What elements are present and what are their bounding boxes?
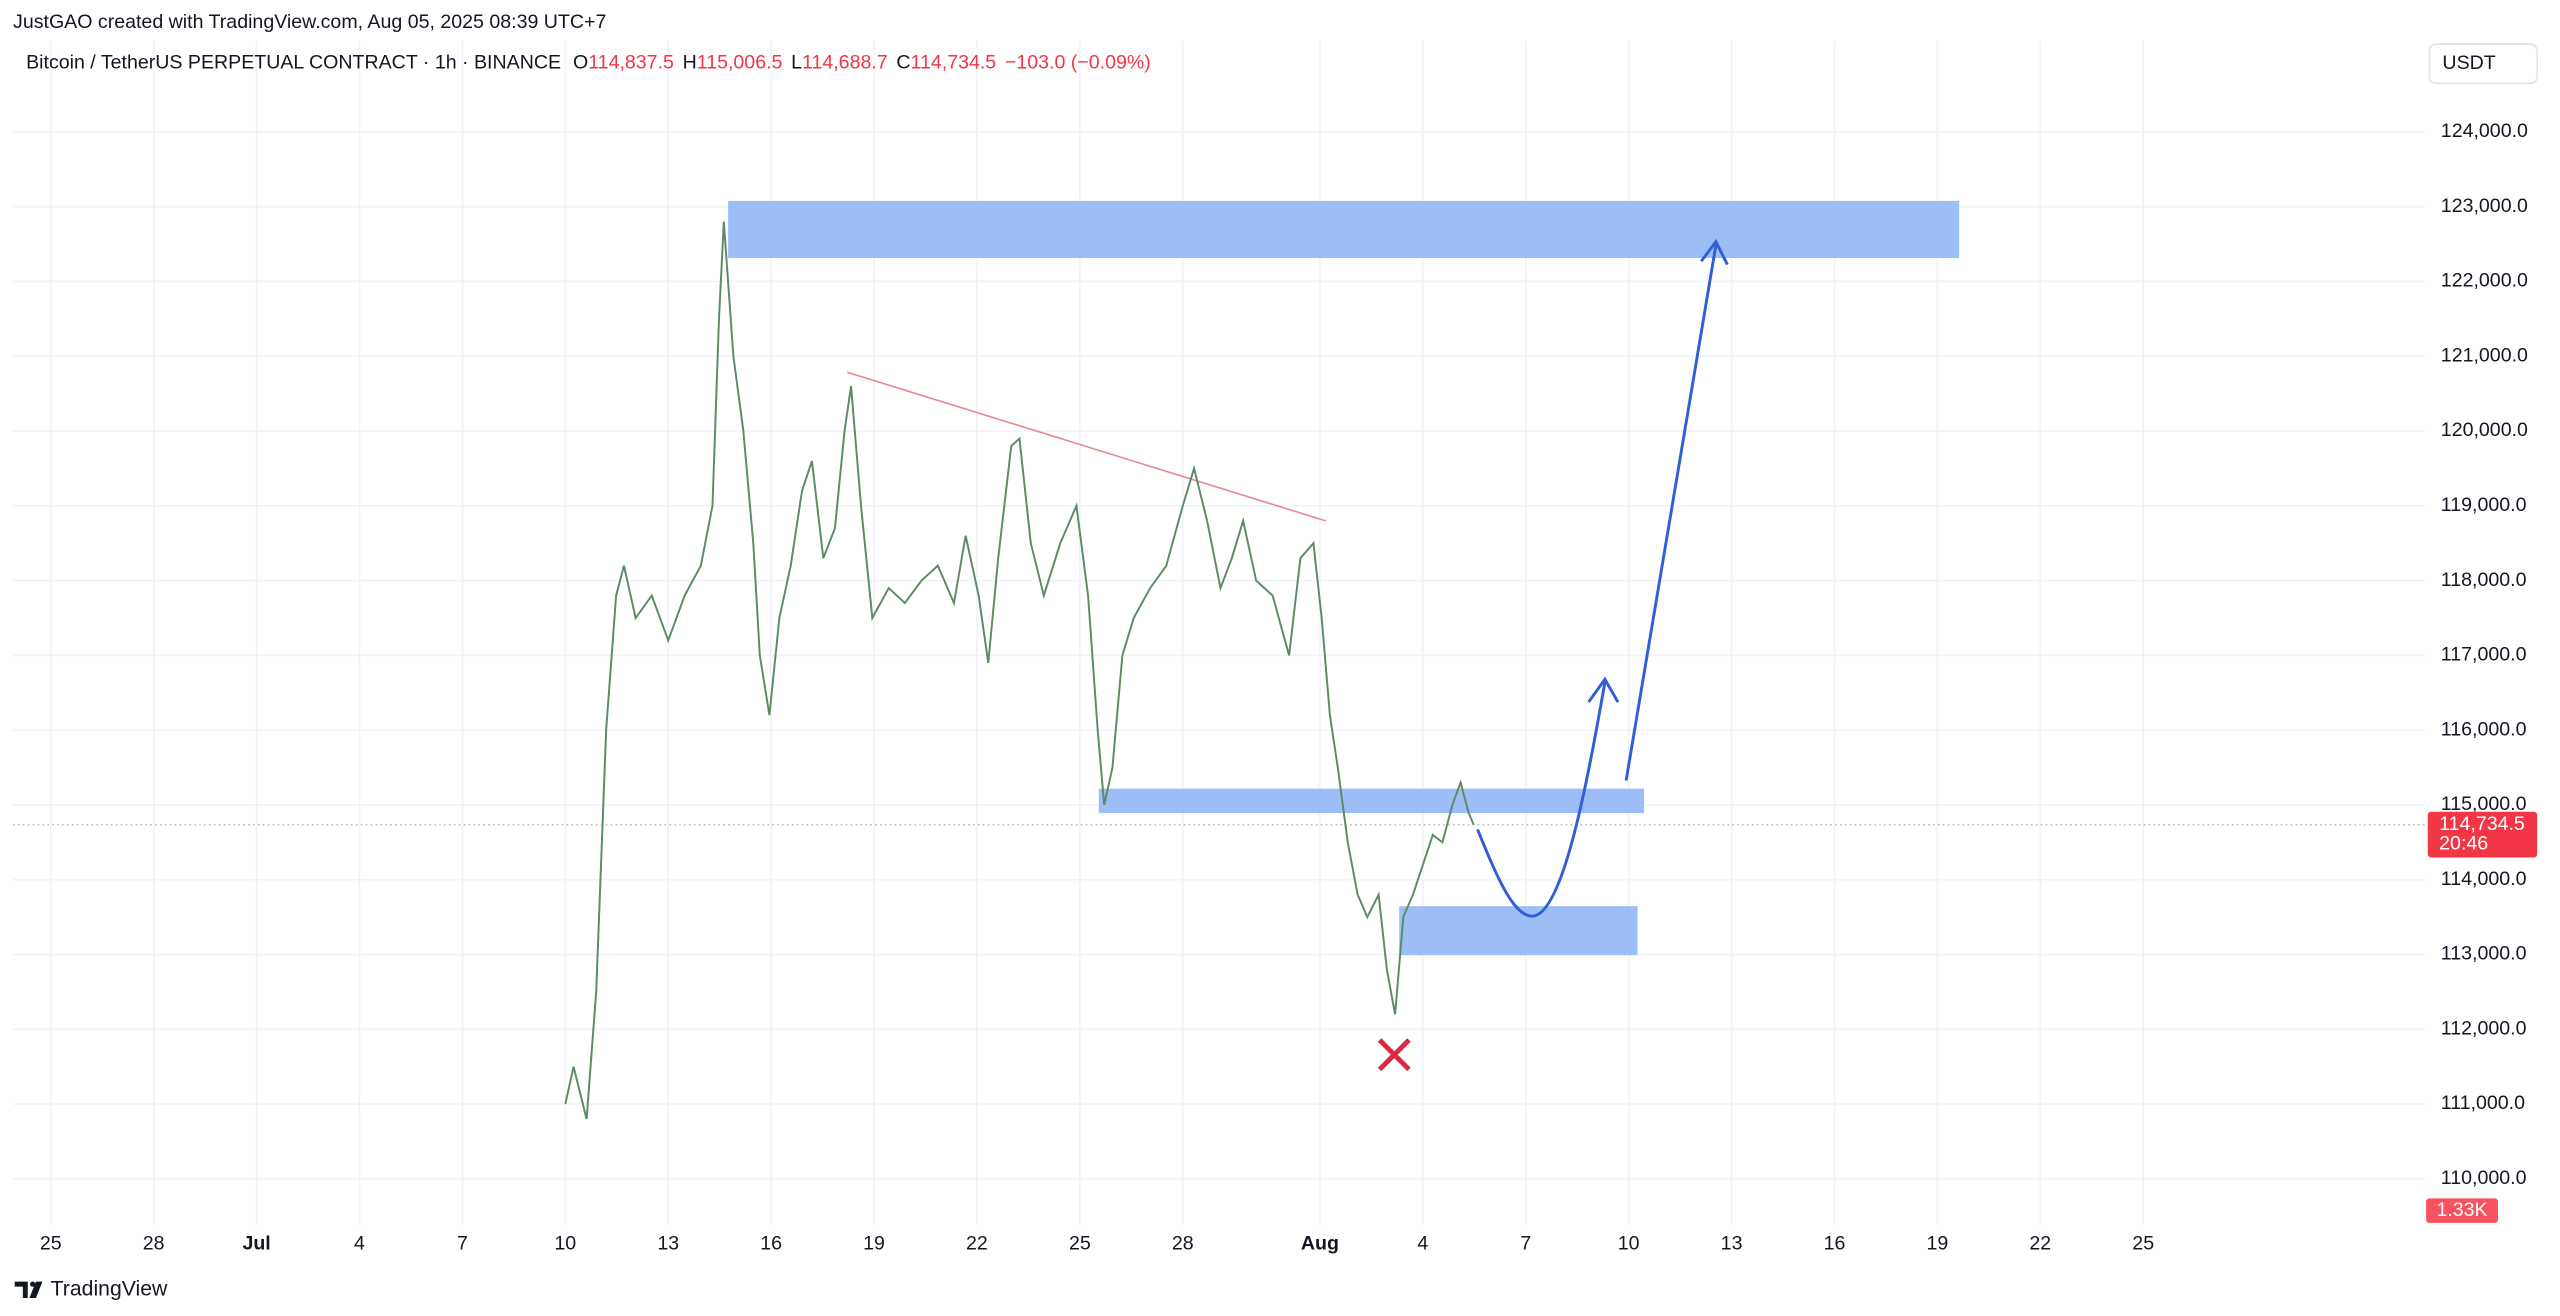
y-tick-label: 119,000.0 bbox=[2441, 494, 2527, 516]
arrow-head bbox=[1700, 238, 1729, 266]
currency[interactable]: USDT bbox=[2442, 52, 2495, 74]
y-tick-label: 124,000.0 bbox=[2441, 120, 2528, 142]
x-tick-label: 25 bbox=[40, 1232, 62, 1254]
y-tick-label: 123,000.0 bbox=[2441, 195, 2528, 217]
invalidation-mark bbox=[1377, 1038, 1411, 1072]
x-tick-label: 19 bbox=[863, 1232, 885, 1254]
resistance-zone bbox=[728, 200, 1960, 258]
volume-label: 1.33K bbox=[2436, 1199, 2487, 1221]
logo bbox=[14, 1281, 43, 1298]
support-zone bbox=[1098, 788, 1645, 814]
x-tick-label: 16 bbox=[1824, 1232, 1846, 1254]
brand: TradingView bbox=[51, 1277, 168, 1300]
x-tick-label: 13 bbox=[1721, 1232, 1743, 1254]
symbol: Bitcoin / TetherUS PERPETUAL CONTRACT · … bbox=[26, 52, 561, 74]
y-tick-label: 120,000.0 bbox=[2441, 419, 2528, 441]
y-tick-label: 110,000.0 bbox=[2441, 1167, 2527, 1189]
x-tick-label: 25 bbox=[1069, 1232, 1091, 1254]
x-tick-label: Jul bbox=[242, 1232, 270, 1254]
x-tick-label: 7 bbox=[457, 1232, 468, 1254]
ohlc-value: 114,734.5 bbox=[911, 52, 997, 74]
x-tick-label: 22 bbox=[2029, 1232, 2051, 1254]
ohlc-label: H bbox=[683, 52, 697, 74]
x-tick-label: 25 bbox=[2132, 1232, 2154, 1254]
volume-badge bbox=[2426, 1198, 2498, 1223]
y-tick-label: 113,000.0 bbox=[2441, 943, 2527, 965]
y-tick-label: 115,000.0 bbox=[2441, 793, 2527, 815]
change: −103.0 (−0.09%) bbox=[1005, 52, 1151, 74]
ohlc-label: C bbox=[896, 52, 910, 74]
last-price-badge bbox=[2427, 811, 2538, 858]
projection-curve bbox=[1476, 682, 1607, 918]
ohlc-value: 115,006.5 bbox=[697, 52, 783, 74]
x-tick-label: 10 bbox=[554, 1232, 576, 1254]
x-tick-label: 19 bbox=[1927, 1232, 1949, 1254]
ohlc-value: 114,688.7 bbox=[802, 52, 888, 74]
x-tick-label: 4 bbox=[354, 1232, 365, 1254]
x-tick-label: 16 bbox=[760, 1232, 782, 1254]
demand-zone bbox=[1399, 906, 1638, 956]
currency-button[interactable] bbox=[2428, 43, 2538, 85]
x-tick-label: 7 bbox=[1520, 1232, 1531, 1254]
x-tick-label: 28 bbox=[1172, 1232, 1194, 1254]
price-series bbox=[564, 221, 1475, 1120]
credit: JustGAO created with TradingView.com, Au… bbox=[13, 11, 606, 33]
projection-arrow bbox=[1624, 244, 1718, 781]
x-tick-label: 10 bbox=[1618, 1232, 1640, 1254]
y-tick-label: 116,000.0 bbox=[2441, 718, 2527, 740]
ohlc-value: 114,837.5 bbox=[588, 52, 674, 74]
ohlc-label: L bbox=[791, 52, 802, 74]
x-tick-label: 28 bbox=[143, 1232, 165, 1254]
y-tick-label: 114,000.0 bbox=[2441, 868, 2527, 890]
legend: Bitcoin / TetherUS PERPETUAL CONTRACT · … bbox=[26, 52, 1151, 74]
x-tick-label: 13 bbox=[657, 1232, 679, 1254]
y-tick-label: 112,000.0 bbox=[2441, 1017, 2527, 1039]
ohlc-label: O bbox=[573, 52, 588, 74]
axis-labels: 110,000.0 111,000.0 112,000.0 113,000.0 114,… bbox=[40, 120, 2538, 1254]
y-tick-label: 117,000.0 bbox=[2441, 644, 2527, 666]
y-tick-label: 111,000.0 bbox=[2441, 1092, 2525, 1114]
countdown: 20:46 bbox=[2439, 833, 2488, 855]
price-line bbox=[564, 221, 1475, 1120]
y-tick-label: 121,000.0 bbox=[2441, 344, 2528, 366]
x-tick-label: 22 bbox=[966, 1232, 988, 1254]
x-tick-label: Aug bbox=[1301, 1232, 1339, 1254]
arrow-head bbox=[1587, 676, 1620, 703]
last-price-label: 114,734.5 bbox=[2439, 813, 2525, 835]
y-tick-label: 118,000.0 bbox=[2441, 569, 2527, 591]
trend-line bbox=[847, 371, 1326, 522]
y-tick-label: 122,000.0 bbox=[2441, 270, 2528, 292]
logo bbox=[30, 1281, 36, 1287]
x-tick-label: 4 bbox=[1417, 1232, 1428, 1254]
